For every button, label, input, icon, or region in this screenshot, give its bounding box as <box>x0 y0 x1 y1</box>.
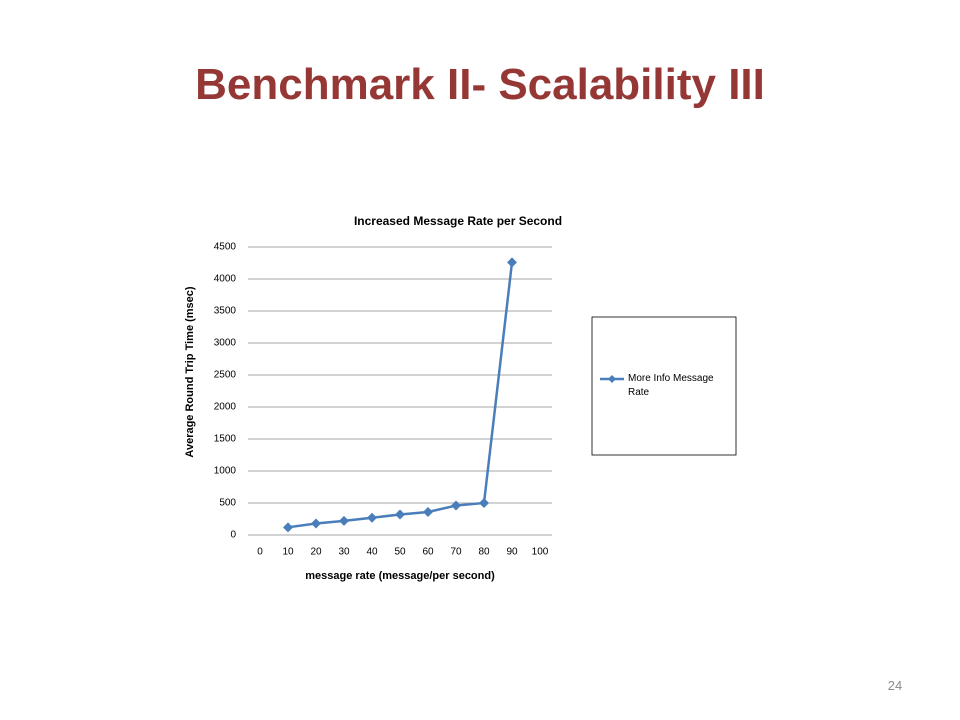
y-tick-label: 500 <box>219 498 236 509</box>
chart-title: Increased Message Rate per Second <box>354 214 562 228</box>
data-point <box>395 509 405 520</box>
y-tick-label: 4500 <box>214 242 237 253</box>
y-tick-label: 3000 <box>214 338 237 349</box>
x-tick-label: 10 <box>282 547 294 558</box>
y-tick-label: 3500 <box>214 306 237 317</box>
data-point <box>507 257 517 268</box>
x-tick-label: 70 <box>450 547 462 558</box>
y-tick-label: 1500 <box>214 434 237 445</box>
data-point <box>311 518 321 529</box>
x-tick-label: 30 <box>338 547 350 558</box>
legend-label: More Info Message Rate <box>628 373 714 398</box>
data-point <box>283 522 293 533</box>
legend-marker <box>608 375 616 383</box>
slide-title: Benchmark II- Scalability III <box>195 60 765 109</box>
x-axis-label: message rate (message/per second) <box>305 570 495 582</box>
data-line <box>287 262 514 529</box>
x-tick-label: 80 <box>478 547 490 558</box>
data-point <box>451 500 461 511</box>
x-tick-label: 90 <box>506 547 518 558</box>
x-tick-label: 60 <box>422 547 434 558</box>
y-tick-label: 2000 <box>214 402 237 413</box>
y-tick-label: 0 <box>230 530 236 541</box>
y-tick-label: 1000 <box>214 466 237 477</box>
x-tick-label: 0 <box>257 547 263 558</box>
x-tick-label: 100 <box>532 547 549 558</box>
y-tick-label: 2500 <box>214 370 237 381</box>
x-tick-label: 50 <box>394 547 406 558</box>
data-point <box>423 506 433 517</box>
data-point <box>339 515 349 526</box>
data-point <box>367 512 377 523</box>
y-tick-label: 4000 <box>214 274 237 285</box>
x-tick-label: 20 <box>310 547 322 558</box>
x-tick-label: 40 <box>366 547 378 558</box>
y-axis-label: Average Round Trip Time (msec) <box>184 286 196 457</box>
page-number: 24 <box>887 678 903 693</box>
legend-box <box>591 316 737 456</box>
data-point <box>479 498 489 508</box>
